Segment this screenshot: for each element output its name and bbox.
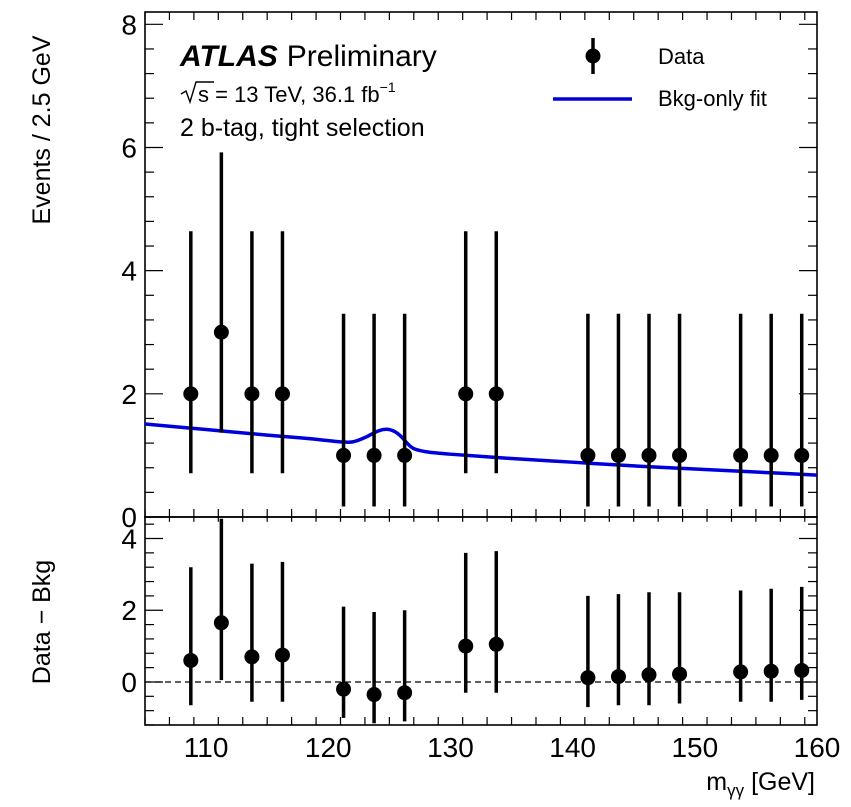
ratio-data-point (458, 638, 474, 654)
main-y-tick-label: 2 (121, 379, 137, 410)
legend: Data Bkg-only fit (553, 38, 767, 111)
ratio-panel-ticks: 0 2 4 (121, 524, 817, 726)
ratio-data-point (366, 687, 382, 703)
main-y-axis-label: Events / 2.5 GeV (28, 35, 56, 224)
bkg-only-fit-curve (144, 422, 818, 477)
main-y-tick-label: 4 (121, 256, 137, 287)
x-axis-label-unit: [GeV] (744, 768, 815, 796)
main-data-point (488, 386, 504, 402)
main-data-point (397, 447, 413, 463)
main-data-point (366, 447, 382, 463)
ratio-data-point (763, 663, 779, 679)
selection-label: 2 b-tag, tight selection (180, 114, 425, 142)
main-data-point (580, 447, 596, 463)
energy-lumi-text: s = 13 TeV, 36.1 fb (198, 82, 380, 107)
x-axis-label-main: m (706, 768, 727, 796)
ratio-y-tick-label: 4 (121, 524, 137, 555)
main-y-tick-label: 8 (121, 9, 137, 40)
main-data-point (763, 447, 779, 463)
legend-data-label: Data (658, 44, 705, 69)
main-data-point (641, 447, 657, 463)
main-data-point (733, 447, 749, 463)
main-data-point (610, 447, 626, 463)
main-data-point (458, 386, 474, 402)
x-axis-label: mγγ [GeV] (706, 768, 815, 800)
main-data-point (794, 447, 810, 463)
energy-lumi-label: s = 13 TeV, 36.1 fb−1 (198, 79, 396, 107)
ratio-data-point (244, 649, 260, 665)
ratio-data-point (794, 662, 810, 678)
x-tick-label: 110 (184, 732, 229, 763)
main-data-points (183, 152, 810, 507)
x-tick-label: 120 (305, 732, 352, 763)
x-tick-label: 160 (794, 732, 841, 763)
energy-lumi-sup: −1 (380, 79, 396, 95)
x-axis-label-sub: γγ (727, 781, 745, 800)
ratio-data-point (610, 669, 626, 685)
main-y-tick-label: 0 (121, 502, 137, 533)
main-data-point (244, 386, 260, 402)
ratio-data-point (213, 615, 229, 631)
status-label: Preliminary (287, 40, 437, 73)
ratio-y-tick-label: 0 (121, 667, 137, 698)
main-data-point (336, 447, 352, 463)
ratio-panel-frame (144, 516, 818, 726)
ratio-data-point (336, 681, 352, 697)
main-panel-ticks: 0 2 4 6 8 (121, 9, 817, 533)
ratio-data-point (672, 666, 688, 682)
ratio-data-points (183, 518, 810, 724)
x-tick-label: 130 (427, 732, 474, 763)
ratio-data-point (580, 670, 596, 686)
main-data-point (213, 324, 229, 340)
ratio-data-point (488, 636, 504, 652)
ratio-data-point (397, 685, 413, 701)
ratio-data-point (641, 667, 657, 683)
main-data-point (183, 386, 199, 402)
ratio-data-point (733, 664, 749, 680)
ratio-y-axis-label: Data − Bkg (28, 560, 56, 684)
legend-data-marker (585, 48, 601, 64)
main-y-tick-label: 6 (121, 132, 137, 163)
main-data-point (274, 386, 290, 402)
x-tick-label: 140 (549, 732, 596, 763)
legend-fit-label: Bkg-only fit (658, 86, 767, 111)
ratio-data-point (274, 647, 290, 663)
x-axis-ticks: 110 120 130 140 150 160 (144, 12, 841, 763)
x-tick-label: 150 (671, 732, 718, 763)
sqrt-icon (180, 81, 214, 105)
annotation-title: ATLAS Preliminary (179, 40, 437, 73)
atlas-label: ATLAS (179, 40, 278, 73)
main-data-point (672, 447, 688, 463)
ratio-data-point (183, 652, 199, 668)
ratio-y-tick-label: 2 (121, 595, 137, 626)
